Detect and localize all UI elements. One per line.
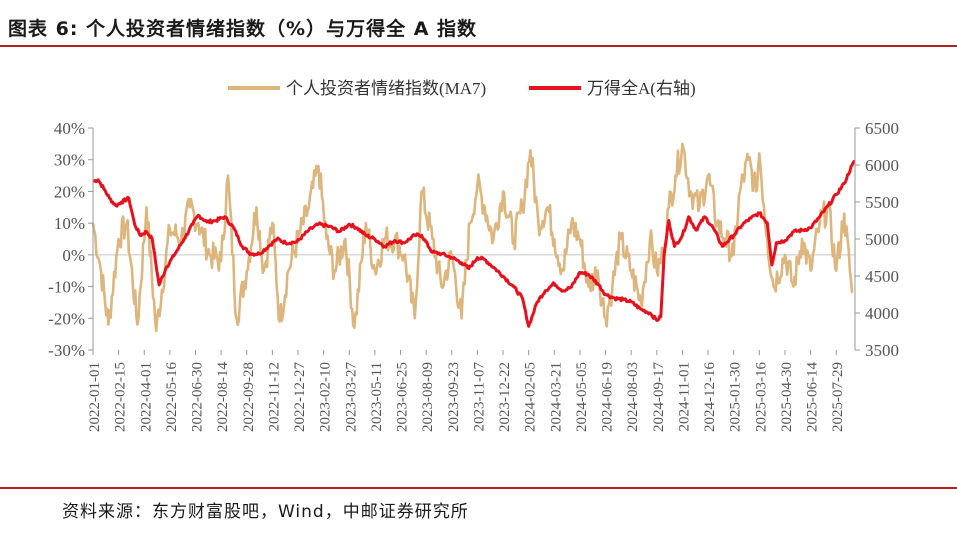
x-axis-tick-label: 2022-12-27 (292, 362, 308, 432)
legend: 个人投资者情绪指数(MA7) 万得全A(右轴) (228, 79, 696, 98)
x-axis-tick-label: 2025-04-30 (779, 362, 795, 432)
x-axis-tick-label: 2023-03-27 (343, 362, 359, 432)
x-axis-tick-label: 2025-06-14 (805, 362, 821, 432)
x-axis-tick-label: 2023-11-07 (471, 362, 487, 432)
chart-axes: 40% 30% 20% 10% 0% -10% -20% -30% 6500 6000 5500 50… (48, 119, 899, 432)
x-axis-tick-label: 2024-12-16 (702, 362, 718, 432)
x-axis-tick-label: 2025-03-16 (753, 362, 769, 432)
x-axis-tick-label: 2024-09-17 (651, 362, 667, 432)
left-axis-tick-label: 40% (54, 119, 85, 138)
x-axis-tick-label: 2024-11-01 (676, 362, 692, 431)
x-axis-tick-label: 2022-06-30 (190, 362, 206, 432)
x-axis-tick-label: 2023-12-22 (497, 362, 513, 432)
right-axis-tick-label: 6500 (865, 119, 899, 138)
legend-label-sentiment: 个人投资者情绪指数(MA7) (286, 79, 486, 98)
x-axis-tick-label: 2023-05-11 (369, 362, 385, 431)
x-axis-tick-label: 2022-04-01 (138, 362, 154, 432)
legend-label-index: 万得全A(右轴) (587, 79, 696, 98)
left-axis-tick-label: 20% (54, 182, 85, 201)
x-axis-tick-label: 2023-06-25 (395, 362, 411, 432)
left-axis-tick-label: -10% (48, 278, 85, 297)
x-axis-tick-label: 2022-11-12 (266, 362, 282, 431)
x-axis-tick-label: 2024-03-21 (548, 362, 564, 432)
left-axis-tick-label: -20% (48, 309, 85, 328)
wind-a-index-line (92, 159, 856, 328)
x-axis-tick-label: 2023-02-10 (318, 362, 334, 432)
x-axis-tick-label: 2023-08-09 (420, 362, 436, 432)
x-axis-tick-label: 2022-01-01 (87, 362, 103, 432)
left-axis-tick-label: 30% (54, 151, 85, 170)
x-axis-tick-label: 2025-07-29 (830, 362, 846, 432)
right-axis-tick-label: 4500 (865, 267, 899, 286)
x-axis-tick-label: 2025-01-30 (728, 362, 744, 432)
sentiment-line (91, 142, 854, 333)
right-axis-tick-label: 5000 (865, 230, 899, 249)
source-note: 资料来源：东方财富股吧，Wind，中邮证券研究所 (62, 502, 469, 522)
x-axis-tick-label: 2022-08-14 (215, 362, 231, 432)
x-axis-tick-label: 2024-06-19 (600, 362, 616, 432)
x-axis-tick-label: 2022-09-28 (241, 362, 257, 432)
x-axis-tick-label: 2024-05-05 (574, 362, 590, 432)
right-axis-tick-label: 4000 (865, 304, 899, 323)
chart-title: 图表 6: 个人投资者情绪指数（%）与万得全 A 指数 (8, 18, 478, 40)
title-divider (0, 45, 957, 47)
chart-svg: 个人投资者情绪指数(MA7) 万得全A(右轴) 40% 30% 20% 10% 0% -10… (48, 79, 899, 432)
left-axis-tick-label: 10% (54, 214, 85, 233)
right-axis-tick-label: 5500 (865, 193, 899, 212)
left-axis-tick-label: 0% (62, 246, 85, 265)
x-axis-tick-label: 2022-02-15 (113, 362, 129, 432)
footer-divider (0, 487, 957, 489)
series-layer (91, 142, 856, 333)
x-axis-tick-label: 2023-09-23 (446, 362, 462, 432)
right-axis-tick-label: 6000 (865, 156, 899, 175)
x-axis-tick-label: 2024-08-03 (625, 362, 641, 432)
x-axis-tick-label: 2022-05-16 (164, 362, 180, 432)
left-axis-tick-label: -30% (48, 341, 85, 360)
right-axis-tick-label: 3500 (865, 341, 899, 360)
x-axis-tick-label: 2024-02-05 (523, 362, 539, 432)
